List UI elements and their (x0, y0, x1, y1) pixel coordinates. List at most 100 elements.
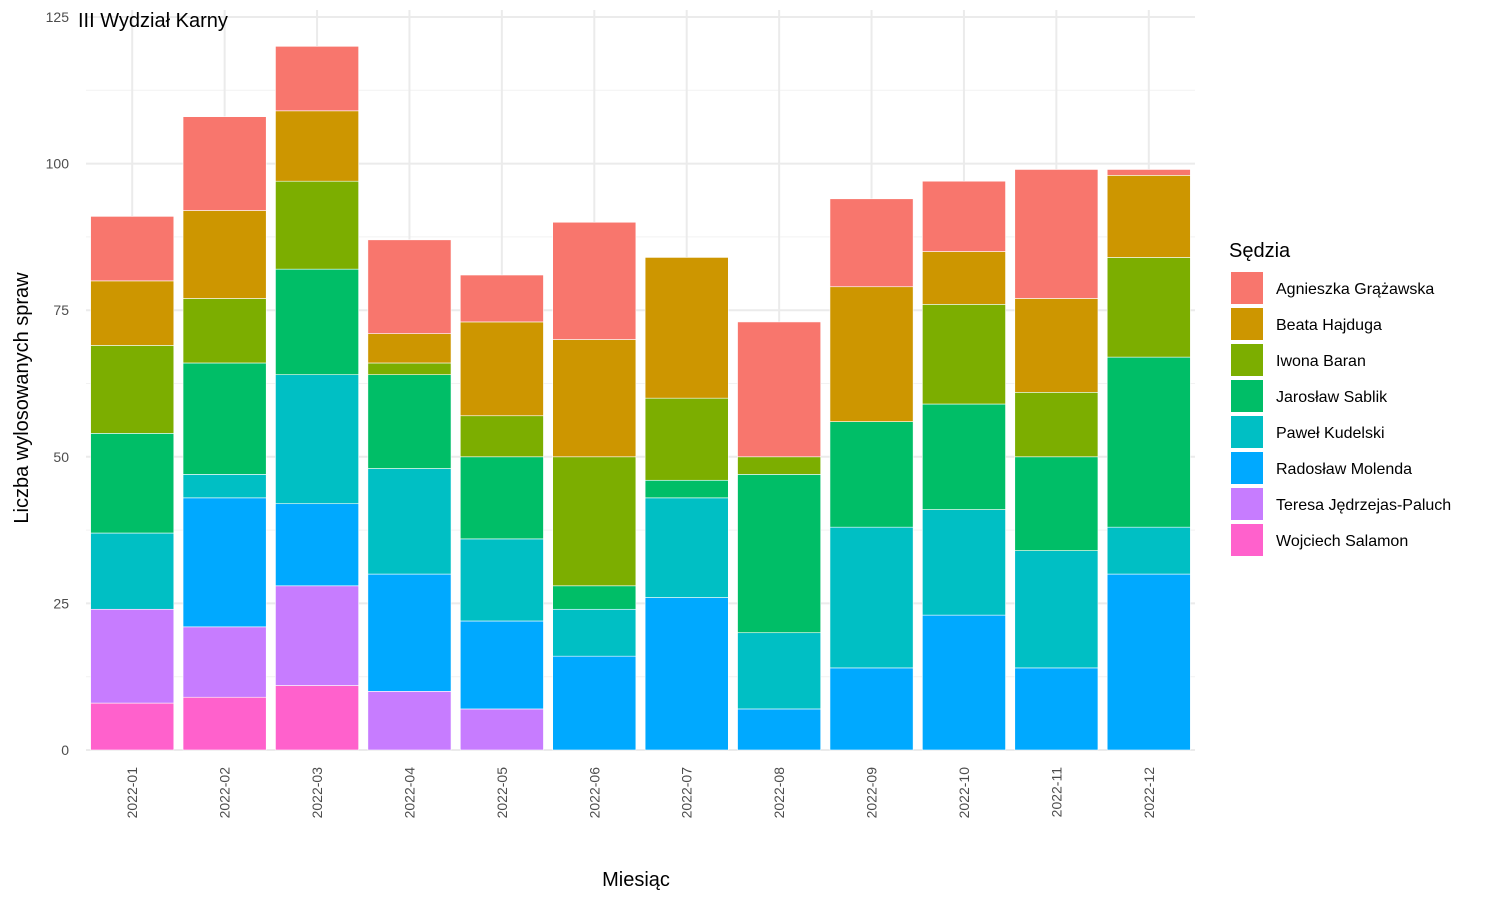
bar-segment (275, 685, 359, 751)
legend-title: Sędzia (1229, 240, 1291, 262)
bar-segment (829, 421, 914, 528)
legend-label: Wojciech Salamon (1276, 533, 1408, 550)
x-tick-label: 2022-01 (124, 767, 140, 819)
bar-segment (1106, 573, 1191, 751)
bar-segment (182, 474, 267, 499)
bar-segment (275, 46, 359, 112)
bar-segment (459, 620, 544, 710)
bar-segment (1106, 356, 1191, 528)
legend-key (1231, 308, 1263, 340)
bar-segment (922, 403, 1006, 510)
bar-segment (367, 333, 452, 364)
legend-label: Radosław Molenda (1276, 461, 1412, 478)
bar-segment (552, 456, 637, 587)
y-tick-label: 50 (53, 449, 69, 465)
bar-segment (922, 509, 1006, 616)
bar-segment (644, 597, 729, 751)
bar-segment (459, 274, 544, 323)
bar-segment (182, 298, 267, 364)
bar-segment (367, 573, 452, 692)
bar-segment (552, 608, 637, 657)
bar-segment (829, 667, 914, 751)
x-axis-title: Miesiąc (602, 869, 670, 891)
y-tick-label: 100 (46, 156, 70, 172)
bar-segment (644, 397, 729, 481)
x-tick-label: 2022-11 (1048, 767, 1064, 818)
bar-segment (182, 696, 267, 751)
bar-segment (182, 626, 267, 698)
x-tick-label: 2022-03 (309, 767, 325, 819)
bar-segment (367, 362, 452, 376)
legend-label: Jarosław Sablik (1276, 389, 1388, 406)
legend-label: Agnieszka Grążawska (1276, 281, 1434, 298)
legend-key (1231, 452, 1263, 484)
bar-segment (367, 374, 452, 469)
bar-segment (644, 497, 729, 598)
bar-segment (552, 655, 637, 751)
bar-segment (90, 532, 175, 610)
legend-label: Iwona Baran (1276, 353, 1366, 370)
bar-segment (275, 503, 359, 587)
bar-segment (275, 180, 359, 270)
x-tick-label: 2022-12 (1141, 767, 1157, 819)
bar-segment (922, 614, 1006, 751)
bar-segment (367, 239, 452, 334)
x-tick-label: 2022-04 (401, 767, 417, 819)
legend-key (1231, 380, 1263, 412)
legend-label: Teresa Jędrzejas-Paluch (1276, 497, 1451, 514)
bar-segment (275, 268, 359, 376)
x-tick-label: 2022-05 (494, 767, 510, 819)
bar-segment (459, 456, 544, 540)
bar-segment (922, 251, 1006, 305)
bar-segment (552, 221, 637, 340)
axis-layer: 0 25 50 75 100 125 2022-01 2022-02 2022-03 2022-0… (46, 9, 1157, 818)
legend-label: Beata Hajduga (1276, 317, 1382, 334)
bar-segment (275, 110, 359, 182)
bar-segment (829, 286, 914, 422)
bar-segment (1014, 169, 1099, 299)
bar-segment (552, 585, 637, 610)
x-tick-label: 2022-09 (864, 767, 880, 819)
y-tick-label: 0 (61, 742, 69, 758)
bar-segment (459, 538, 544, 622)
bar-segment (90, 702, 175, 751)
bar-segment (829, 198, 914, 288)
bar-segment (737, 708, 822, 751)
bar-segment (90, 608, 175, 704)
bar-segment (182, 116, 267, 211)
legend-key (1231, 488, 1263, 520)
bar-segment (922, 180, 1006, 252)
bar-segment (367, 691, 452, 751)
chart-title: III Wydział Karny (78, 10, 228, 32)
x-tick-label: 2022-08 (771, 767, 787, 819)
bar-segment (737, 321, 822, 458)
bar-segment (644, 479, 729, 499)
bar-segment (90, 345, 175, 434)
bar-segment (275, 585, 359, 686)
y-tick-label: 125 (46, 9, 70, 25)
bar-segment (1014, 391, 1099, 458)
bar-segment (922, 304, 1006, 405)
bar-segment (90, 216, 175, 282)
y-axis-title: Liczba wylosowanych spraw (11, 272, 33, 524)
bar-segment (1014, 550, 1099, 669)
bar-segment (182, 210, 267, 299)
legend-key (1231, 344, 1263, 376)
x-tick-label: 2022-06 (586, 767, 602, 819)
bar-segment (1014, 667, 1099, 751)
bar-segment (182, 497, 267, 628)
legend-items: Agnieszka Grążawska Beata Hajduga Iwona Ba… (1231, 272, 1451, 556)
legend-key (1231, 416, 1263, 448)
bar-segment (459, 321, 544, 417)
bar-segment (182, 362, 267, 475)
x-tick-label: 2022-07 (679, 767, 695, 819)
x-tick-label: 2022-10 (956, 767, 972, 819)
bar-segment (1106, 526, 1191, 575)
bar-segment (90, 280, 175, 346)
bar-segment (1014, 456, 1099, 551)
bar-segment (459, 708, 544, 751)
bar-segment (1106, 257, 1191, 358)
bar-segment (275, 374, 359, 505)
bar-segment (737, 456, 822, 475)
legend-key (1231, 272, 1263, 304)
